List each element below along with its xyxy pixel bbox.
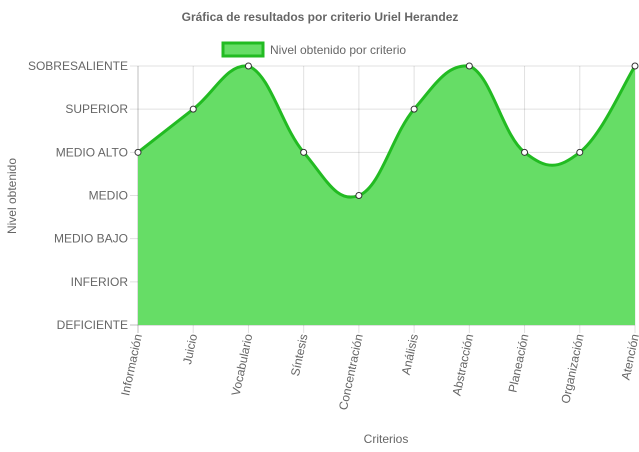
data-point[interactable] [576, 148, 584, 156]
y-tick-label: INFERIOR [71, 275, 129, 289]
data-point[interactable] [465, 62, 473, 70]
data-point[interactable] [189, 105, 197, 113]
x-tick-label: Abstracción [450, 333, 477, 397]
data-point[interactable] [244, 62, 252, 70]
legend-label: Nivel obtenido por criterio [270, 43, 406, 57]
y-tick-label: MEDIO ALTO [56, 145, 128, 159]
data-point[interactable] [410, 105, 418, 113]
x-axis-title: Criterios [364, 432, 409, 446]
x-tick-label: Vocabulario [229, 332, 256, 397]
data-point[interactable] [300, 148, 308, 156]
x-tick-label: Juicio [180, 332, 200, 365]
y-axis-ticks: DEFICIENTE INFERIOR MEDIO BAJO MEDIO MEDIO A… [28, 59, 128, 332]
x-tick-label: Análisis [399, 333, 421, 376]
data-point[interactable] [355, 192, 363, 199]
y-tick-label: DEFICIENTE [57, 318, 128, 332]
y-tick-label: MEDIO BAJO [54, 232, 128, 246]
plot-area [137, 64, 637, 326]
y-tick-label: MEDIO [89, 189, 128, 203]
x-tick-label: Organización [558, 333, 586, 405]
y-tick-label: SUPERIOR [65, 102, 128, 116]
series-area [138, 65, 635, 326]
data-point[interactable] [521, 148, 529, 156]
x-tick-label: Información [118, 333, 145, 397]
data-point[interactable] [631, 62, 639, 70]
x-tick-label: Concentración [336, 333, 366, 412]
series-line [137, 64, 637, 199]
legend[interactable]: Nivel obtenido por criterio [221, 41, 406, 58]
data-points [134, 62, 639, 199]
legend-swatch [221, 41, 265, 58]
chart-title: Gráfica de resultados por criterio Uriel… [182, 10, 459, 24]
y-axis-title: Nivel obtenido [5, 158, 19, 234]
x-tick-label: Planeación [505, 333, 531, 394]
x-tick-label: Síntesis [288, 333, 311, 378]
data-point[interactable] [134, 148, 142, 156]
y-tick-label: SOBRESALIENTE [28, 59, 128, 73]
x-tick-label: Atención [619, 333, 639, 382]
x-axis-ticks: Información Juicio Vocabulario Síntesis Conc… [118, 332, 639, 411]
